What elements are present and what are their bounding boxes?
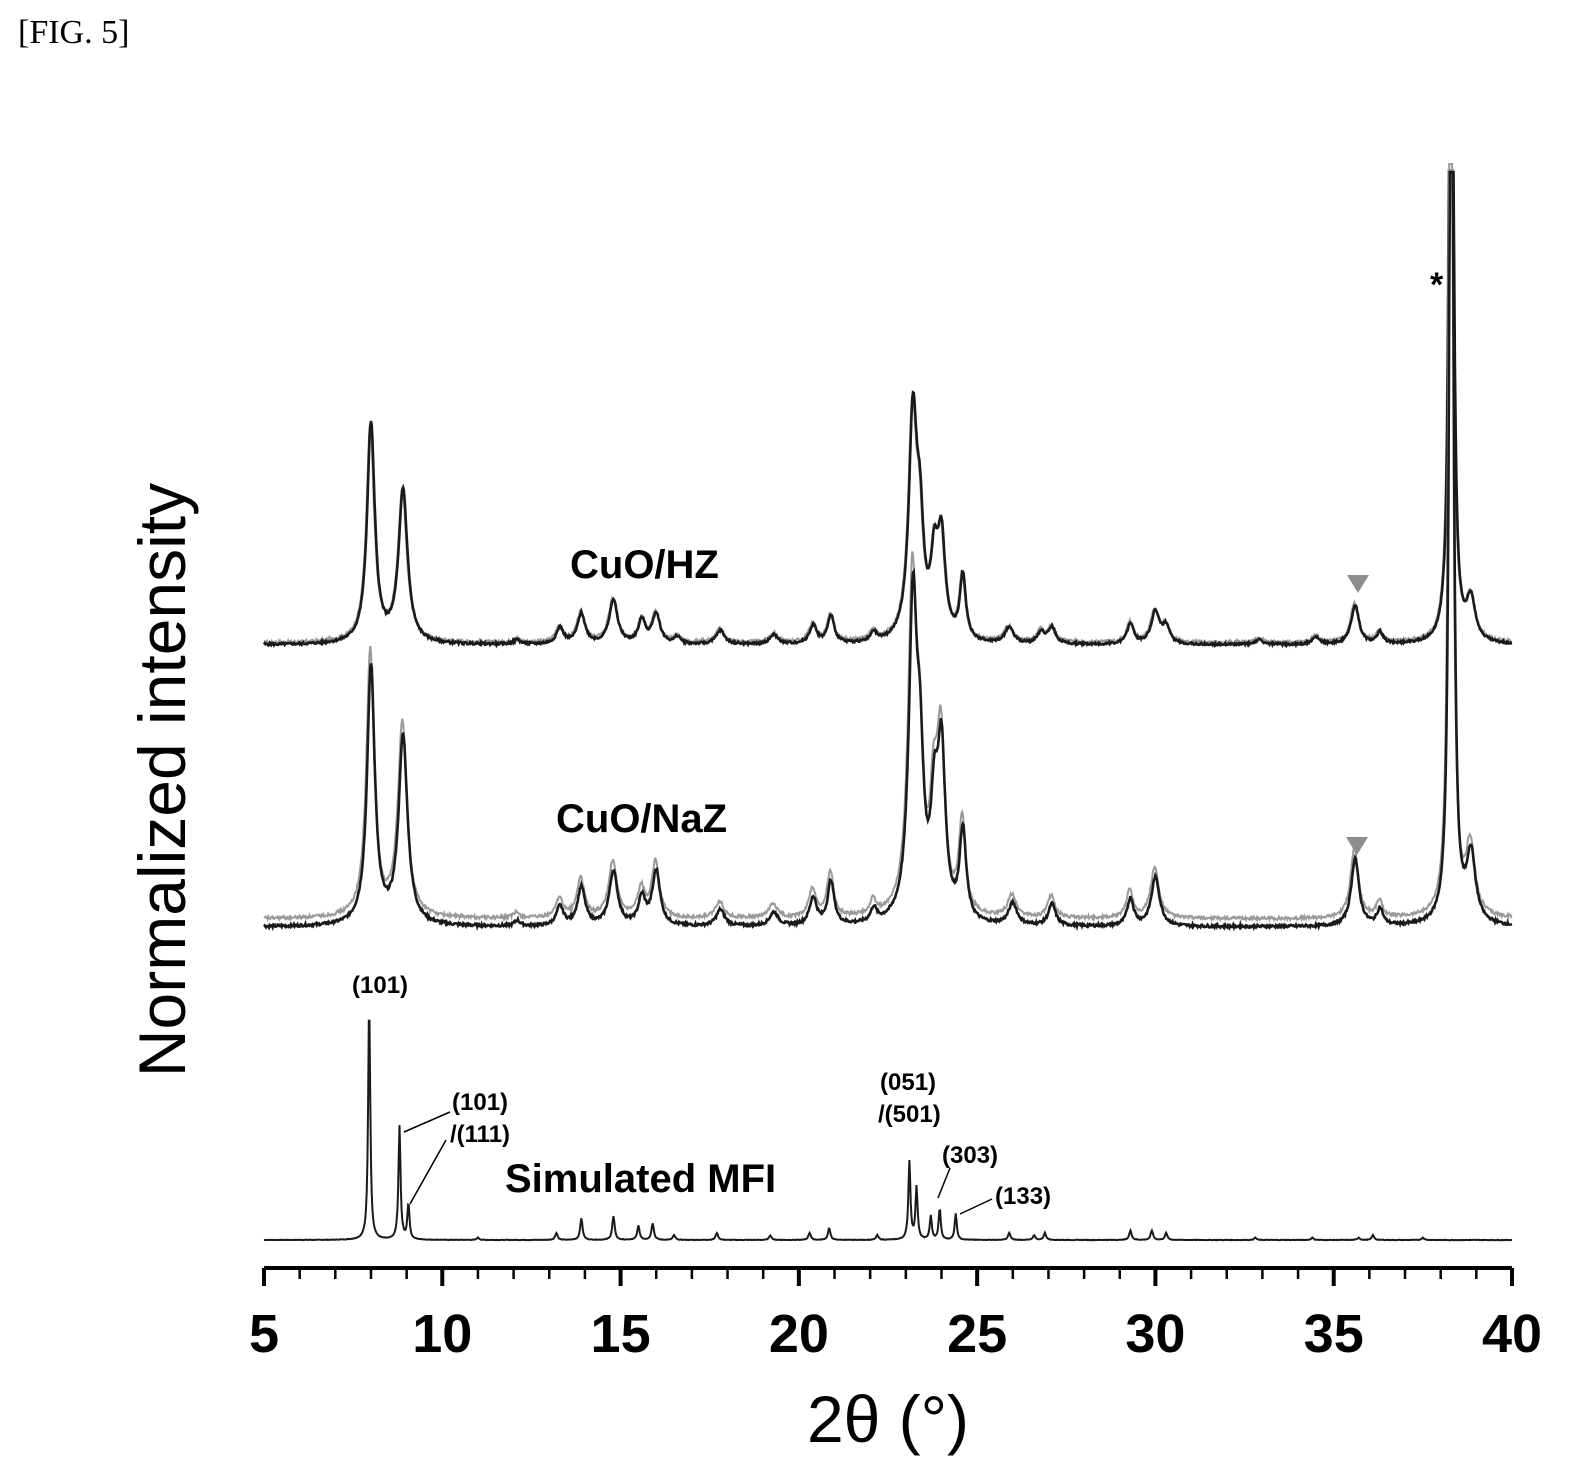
triangle-marker-naz — [1346, 837, 1368, 855]
x-tick-label-5: 5 — [249, 1304, 279, 1364]
plane-label-051-line2: /(501) — [878, 1101, 941, 1128]
plane-label-101b-line2: /(111) — [450, 1121, 510, 1148]
plane-label-101b-line1: (101) — [452, 1089, 508, 1116]
series-label-cuo-naz: CuO/NaZ — [556, 797, 727, 841]
series-line-cuo-hz-light — [263, 169, 1513, 648]
x-tick-label-20: 20 — [769, 1304, 829, 1364]
x-tick-label-25: 25 — [947, 1304, 1007, 1364]
x-tick-label-40: 40 — [1482, 1304, 1542, 1364]
x-axis-ticks — [262, 1268, 1514, 1286]
y-axis-title: Normalized intensity — [125, 483, 199, 1077]
leader-line-303 — [937, 1167, 951, 1199]
series-label-cuo-hz: CuO/HZ — [570, 543, 719, 587]
series-label-simulated-mfi: Simulated MFI — [505, 1157, 776, 1201]
plane-label-101: (101) — [352, 972, 408, 999]
plane-label-133: (133) — [995, 1183, 1051, 1210]
series-line-simulated-mfi — [263, 1019, 1512, 1242]
series-line-cuo-naz-light — [263, 163, 1513, 923]
series-line-cuo-hz — [262, 170, 1513, 649]
x-tick-label-35: 35 — [1304, 1304, 1364, 1364]
x-tick-label-10: 10 — [412, 1304, 472, 1364]
x-tick-label-15: 15 — [591, 1304, 651, 1364]
series-layer — [262, 163, 1513, 1242]
leader-line-133 — [959, 1198, 993, 1215]
plane-label-303: (303) — [942, 1142, 998, 1169]
x-axis-tick-labels: 5 10 15 20 25 30 35 40 — [249, 1304, 1542, 1364]
leader-line-101b-a — [403, 1111, 451, 1133]
leader-line-101b-b — [409, 1139, 447, 1205]
plane-label-051-line1: (051) — [880, 1069, 936, 1096]
x-axis-title: 2θ (°) — [807, 1382, 969, 1456]
star-marker: * — [1430, 266, 1444, 304]
figure-label: [FIG. 5] — [18, 14, 130, 51]
triangle-marker-hz — [1347, 575, 1369, 593]
series-line-cuo-naz — [263, 170, 1513, 932]
x-tick-label-30: 30 — [1125, 1304, 1185, 1364]
